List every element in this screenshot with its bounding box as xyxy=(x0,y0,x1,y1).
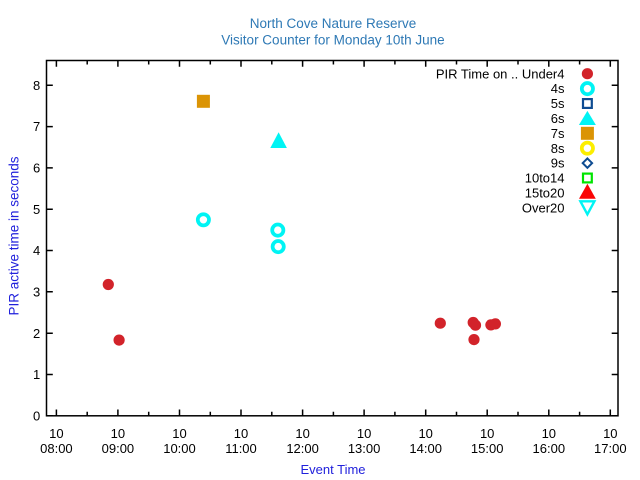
svg-text:Visitor Counter for Monday 10t: Visitor Counter for Monday 10th June xyxy=(221,33,444,48)
svg-text:10: 10 xyxy=(111,426,125,441)
svg-text:10:00: 10:00 xyxy=(163,441,196,456)
svg-text:PIR Time on .. Under4: PIR Time on .. Under4 xyxy=(436,66,565,81)
svg-text:10: 10 xyxy=(542,426,556,441)
svg-text:10to14: 10to14 xyxy=(525,171,565,186)
svg-text:9s: 9s xyxy=(551,156,565,171)
svg-text:0: 0 xyxy=(33,408,40,423)
svg-text:5s: 5s xyxy=(551,96,565,111)
svg-text:Event Time: Event Time xyxy=(300,462,365,477)
svg-text:09:00: 09:00 xyxy=(102,441,135,456)
svg-text:3: 3 xyxy=(33,284,40,299)
svg-text:15:00: 15:00 xyxy=(471,441,504,456)
svg-text:PIR active time in seconds: PIR active time in seconds xyxy=(7,156,22,315)
svg-text:14:00: 14:00 xyxy=(409,441,442,456)
svg-text:4: 4 xyxy=(33,243,40,258)
svg-text:13:00: 13:00 xyxy=(348,441,381,456)
svg-text:1: 1 xyxy=(33,367,40,382)
svg-text:Over20: Over20 xyxy=(522,200,565,215)
svg-text:4s: 4s xyxy=(551,81,565,96)
svg-text:16:00: 16:00 xyxy=(533,441,566,456)
svg-text:8s: 8s xyxy=(551,141,565,156)
svg-text:7: 7 xyxy=(33,119,40,134)
svg-text:10: 10 xyxy=(418,426,432,441)
svg-text:11:00: 11:00 xyxy=(225,441,257,456)
svg-text:7s: 7s xyxy=(551,126,565,141)
svg-text:10: 10 xyxy=(49,426,63,441)
svg-text:5: 5 xyxy=(33,202,40,217)
svg-text:2: 2 xyxy=(33,326,40,341)
svg-text:10: 10 xyxy=(603,426,617,441)
svg-text:10: 10 xyxy=(172,426,186,441)
svg-text:6: 6 xyxy=(33,161,40,176)
svg-text:6s: 6s xyxy=(551,111,565,126)
svg-text:10: 10 xyxy=(480,426,494,441)
svg-text:10: 10 xyxy=(357,426,371,441)
svg-text:17:00: 17:00 xyxy=(594,441,627,456)
svg-text:08:00: 08:00 xyxy=(40,441,73,456)
svg-text:10: 10 xyxy=(234,426,248,441)
svg-text:15to20: 15to20 xyxy=(525,186,565,201)
svg-text:12:00: 12:00 xyxy=(286,441,319,456)
svg-text:North Cove Nature Reserve: North Cove Nature Reserve xyxy=(250,16,417,31)
svg-text:8: 8 xyxy=(33,78,40,93)
svg-text:10: 10 xyxy=(295,426,309,441)
